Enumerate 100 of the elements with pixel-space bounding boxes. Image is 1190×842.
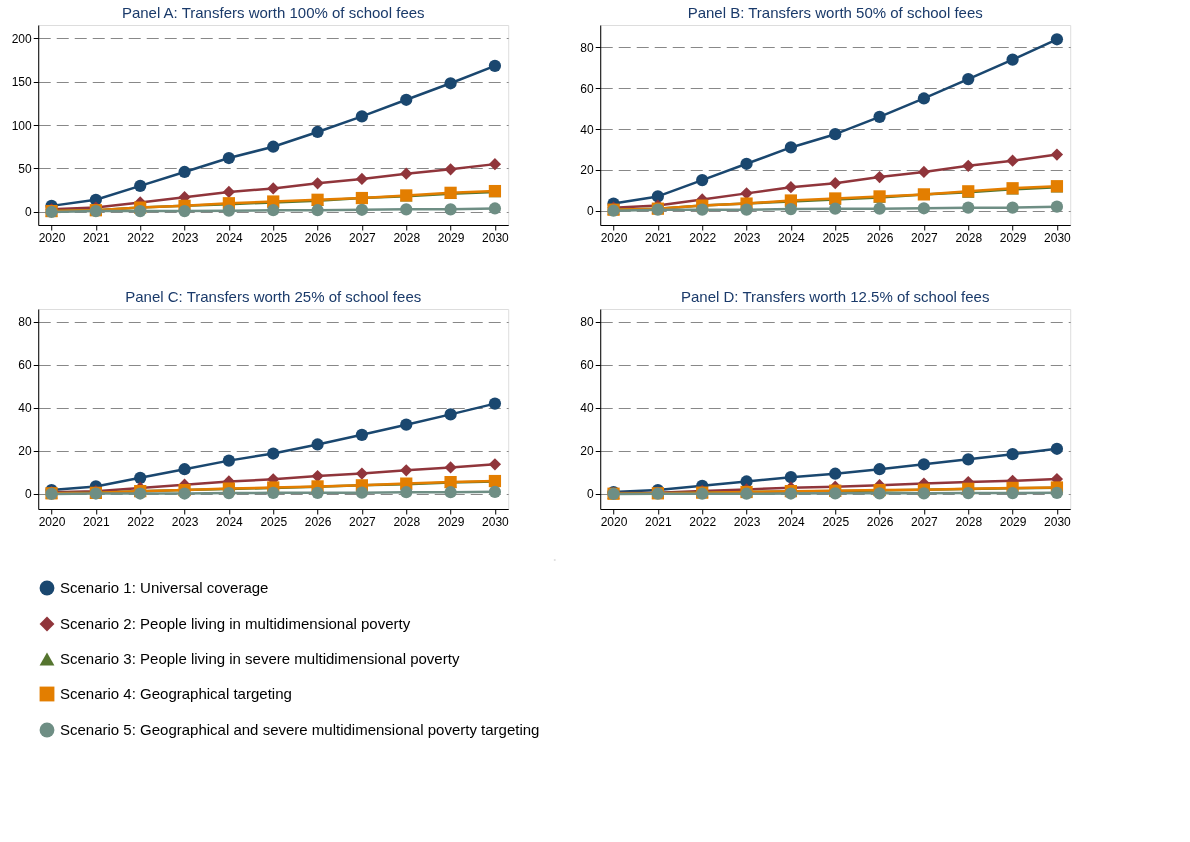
- y-tick-label: 80: [580, 315, 595, 330]
- y-tick-label: 200: [11, 31, 33, 46]
- point: [917, 487, 931, 500]
- point: [829, 177, 842, 190]
- legend-label: Scenario 1: Universal coverage: [60, 579, 269, 596]
- point: [873, 463, 886, 476]
- legend-label: Scenario 4: Geographical targeting: [60, 685, 292, 702]
- point: [444, 461, 457, 474]
- y-tick-label: 20: [18, 444, 33, 459]
- y-tick-label: 150: [11, 75, 33, 90]
- x-tick-label: 2030: [1044, 514, 1072, 529]
- x-tick-label: 2023: [733, 230, 761, 245]
- point: [222, 486, 236, 500]
- point: [444, 163, 457, 176]
- point: [740, 157, 753, 170]
- point: [355, 172, 369, 186]
- point: [740, 203, 753, 216]
- x-tick-label: 2029: [999, 230, 1027, 245]
- x-tick-label: 2025: [822, 230, 850, 245]
- point: [444, 408, 457, 421]
- point: [311, 204, 324, 217]
- x-tick-label: 2028: [955, 514, 983, 529]
- x-tick-label: 2029: [437, 514, 465, 529]
- point: [355, 467, 369, 480]
- point: [355, 428, 369, 441]
- x-tick-label: 2027: [911, 230, 939, 245]
- y-tick-label: 100: [11, 118, 33, 133]
- point: [962, 453, 975, 466]
- x-tick-label: 2030: [482, 230, 510, 245]
- point: [784, 141, 798, 154]
- point: [917, 165, 931, 179]
- x-tick-label: 2022: [689, 230, 717, 245]
- x-tick-label: 2025: [822, 514, 850, 529]
- point: [873, 202, 886, 215]
- point: [134, 179, 147, 192]
- x-tick-label: 2023: [171, 230, 199, 245]
- y-tick-label: 20: [580, 163, 595, 178]
- point: [400, 93, 413, 106]
- y-tick-label: 80: [18, 315, 33, 330]
- point: [829, 128, 842, 141]
- legend-label: Scenario 5: Geographical and severe multidimensional poverty targeting: [60, 721, 540, 738]
- point: [488, 458, 502, 471]
- x-tick-label: 2024: [778, 514, 806, 529]
- y-tick-label: 40: [580, 401, 595, 416]
- y-tick-label: 0: [587, 204, 595, 219]
- x-tick-label: 2025: [260, 230, 288, 245]
- y-tick-label: 40: [18, 401, 33, 416]
- point: [1006, 486, 1019, 500]
- point: [696, 203, 709, 216]
- point: [267, 486, 280, 499]
- point: [873, 170, 886, 184]
- x-tick-label: 2022: [127, 230, 155, 245]
- point: [917, 92, 931, 105]
- point: [400, 464, 413, 477]
- point: [873, 487, 886, 500]
- y-tick-label: 20: [580, 444, 595, 459]
- y-tick-label: 60: [580, 81, 595, 96]
- chart-title: Panel D: Transfers worth 12.5% of school fees: [680, 288, 990, 305]
- x-tick-label: 2024: [778, 230, 806, 245]
- y-tick-label: 50: [18, 161, 33, 176]
- y-tick-label: 80: [580, 40, 595, 55]
- point: [311, 125, 324, 139]
- y-tick-label: 60: [18, 358, 33, 373]
- x-tick-label: 2026: [304, 514, 332, 529]
- point: [962, 486, 975, 500]
- x-tick-label: 2028: [955, 230, 983, 245]
- x-tick-label: 2030: [1044, 230, 1072, 245]
- x-tick-label: 2021: [645, 230, 673, 245]
- point: [1050, 442, 1064, 455]
- point: [400, 486, 413, 499]
- x-tick-label: 2020: [600, 230, 628, 245]
- point: [444, 203, 457, 216]
- point: [873, 110, 886, 123]
- point: [311, 469, 324, 483]
- point: [311, 486, 324, 499]
- x-tick-label: 2026: [866, 514, 894, 529]
- x-tick-label: 2025: [260, 514, 288, 529]
- point: [962, 201, 975, 214]
- point: [178, 204, 191, 218]
- point: [400, 167, 413, 180]
- point: [488, 59, 502, 72]
- y-tick-label: 0: [25, 487, 33, 502]
- point: [267, 182, 280, 195]
- point: [267, 447, 280, 460]
- point: [1006, 201, 1019, 214]
- point: [488, 397, 502, 410]
- point: [784, 471, 798, 484]
- point: [222, 185, 236, 199]
- point: [400, 203, 413, 216]
- x-tick-label: 2023: [171, 514, 199, 529]
- x-tick-label: 2022: [689, 514, 717, 529]
- point: [1006, 53, 1019, 66]
- legend-label: Scenario 3: People living in severe multidimensional poverty: [60, 650, 460, 667]
- point: [178, 487, 191, 500]
- point: [917, 202, 931, 215]
- chart-title: Panel A: Transfers worth 100% of school fees: [121, 4, 425, 21]
- y-tick-label: 60: [580, 358, 595, 373]
- point: [222, 204, 236, 217]
- x-tick-label: 2028: [393, 514, 421, 529]
- point: [784, 202, 798, 216]
